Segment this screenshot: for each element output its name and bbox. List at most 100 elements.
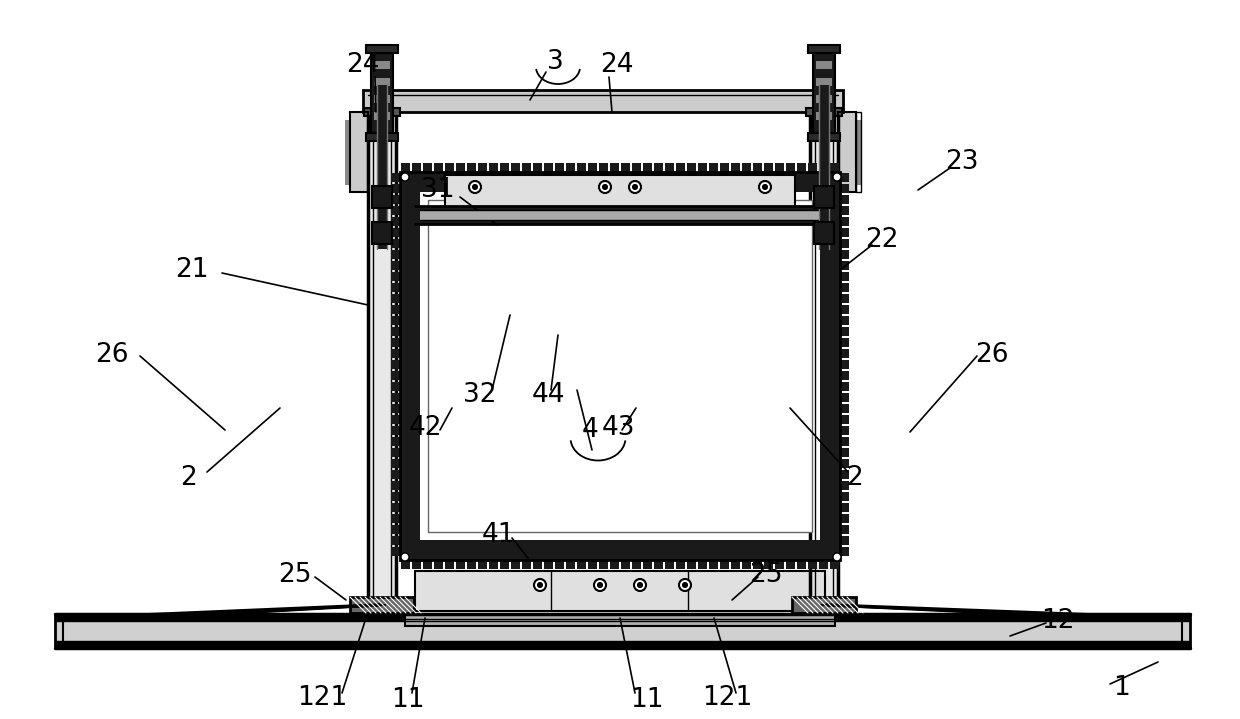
Bar bbox=[391, 349, 401, 358]
Bar bbox=[687, 163, 696, 172]
Bar bbox=[391, 547, 401, 556]
Bar bbox=[839, 239, 849, 248]
Bar bbox=[55, 641, 1190, 648]
Bar bbox=[806, 108, 842, 116]
Bar bbox=[709, 560, 718, 569]
Bar bbox=[709, 163, 718, 172]
Bar bbox=[477, 163, 487, 172]
Circle shape bbox=[763, 185, 768, 189]
Bar bbox=[350, 112, 368, 192]
Bar bbox=[818, 85, 830, 249]
Text: 2: 2 bbox=[847, 465, 863, 491]
Bar bbox=[350, 597, 414, 613]
Bar bbox=[391, 173, 401, 182]
Bar bbox=[839, 459, 849, 468]
Circle shape bbox=[469, 181, 481, 193]
Bar bbox=[423, 560, 432, 569]
Bar bbox=[565, 163, 575, 172]
Bar bbox=[839, 338, 849, 347]
Text: 121: 121 bbox=[702, 685, 753, 711]
Bar bbox=[839, 360, 849, 369]
Bar bbox=[391, 228, 401, 237]
Bar bbox=[467, 560, 476, 569]
Bar bbox=[808, 163, 817, 172]
Bar bbox=[391, 415, 401, 424]
Bar bbox=[55, 621, 1190, 641]
Bar bbox=[391, 536, 401, 545]
Text: 23: 23 bbox=[945, 149, 978, 175]
Bar bbox=[839, 426, 849, 435]
Bar bbox=[374, 112, 391, 120]
Bar bbox=[374, 78, 391, 86]
Bar bbox=[839, 481, 849, 490]
Bar bbox=[391, 360, 401, 369]
Bar bbox=[687, 560, 696, 569]
Bar bbox=[374, 61, 391, 69]
Bar bbox=[839, 173, 849, 182]
Bar bbox=[456, 163, 465, 172]
Bar bbox=[391, 382, 401, 391]
Bar bbox=[533, 163, 542, 172]
Circle shape bbox=[683, 583, 687, 587]
Bar bbox=[366, 45, 398, 53]
Bar bbox=[377, 85, 387, 249]
Bar bbox=[838, 112, 856, 192]
Bar bbox=[434, 560, 443, 569]
Bar bbox=[644, 163, 652, 172]
Bar bbox=[391, 503, 401, 512]
Bar bbox=[786, 560, 795, 569]
Bar bbox=[839, 316, 849, 325]
Bar bbox=[588, 560, 596, 569]
Bar bbox=[391, 294, 401, 303]
Bar bbox=[653, 560, 663, 569]
Bar bbox=[820, 172, 839, 560]
Text: 3: 3 bbox=[547, 49, 563, 75]
Bar bbox=[813, 53, 835, 133]
Bar bbox=[415, 571, 825, 611]
Bar bbox=[415, 571, 825, 611]
Bar bbox=[839, 514, 849, 523]
Bar bbox=[489, 163, 498, 172]
Bar bbox=[839, 382, 849, 391]
Bar bbox=[401, 172, 420, 560]
Bar bbox=[366, 45, 398, 53]
Bar bbox=[816, 112, 832, 120]
Bar bbox=[753, 560, 763, 569]
Bar bbox=[621, 560, 630, 569]
Bar bbox=[839, 195, 849, 204]
Bar bbox=[665, 163, 675, 172]
Text: 41: 41 bbox=[481, 522, 515, 548]
Bar bbox=[511, 560, 520, 569]
Bar bbox=[350, 112, 368, 192]
Bar bbox=[391, 448, 401, 457]
Bar bbox=[792, 597, 856, 613]
Bar bbox=[511, 163, 520, 172]
Bar bbox=[456, 560, 465, 569]
Bar bbox=[665, 560, 675, 569]
Bar bbox=[434, 163, 443, 172]
Bar bbox=[405, 614, 835, 626]
Bar bbox=[391, 195, 401, 204]
Bar bbox=[577, 560, 587, 569]
Bar bbox=[412, 163, 422, 172]
Bar bbox=[366, 133, 398, 141]
Bar bbox=[813, 186, 835, 208]
Bar bbox=[556, 560, 564, 569]
Bar bbox=[839, 415, 849, 424]
Bar bbox=[610, 560, 619, 569]
Bar bbox=[371, 53, 393, 133]
Bar bbox=[401, 172, 839, 560]
Bar bbox=[391, 239, 401, 248]
Bar bbox=[350, 597, 414, 613]
Bar bbox=[363, 90, 843, 112]
Bar bbox=[856, 120, 861, 185]
Circle shape bbox=[534, 579, 546, 591]
Bar bbox=[797, 163, 806, 172]
Bar bbox=[391, 481, 401, 490]
Bar bbox=[372, 186, 392, 208]
Text: 21: 21 bbox=[175, 257, 208, 283]
Bar bbox=[838, 112, 856, 192]
Bar bbox=[839, 404, 849, 413]
Bar bbox=[813, 222, 835, 244]
Bar bbox=[391, 305, 401, 314]
